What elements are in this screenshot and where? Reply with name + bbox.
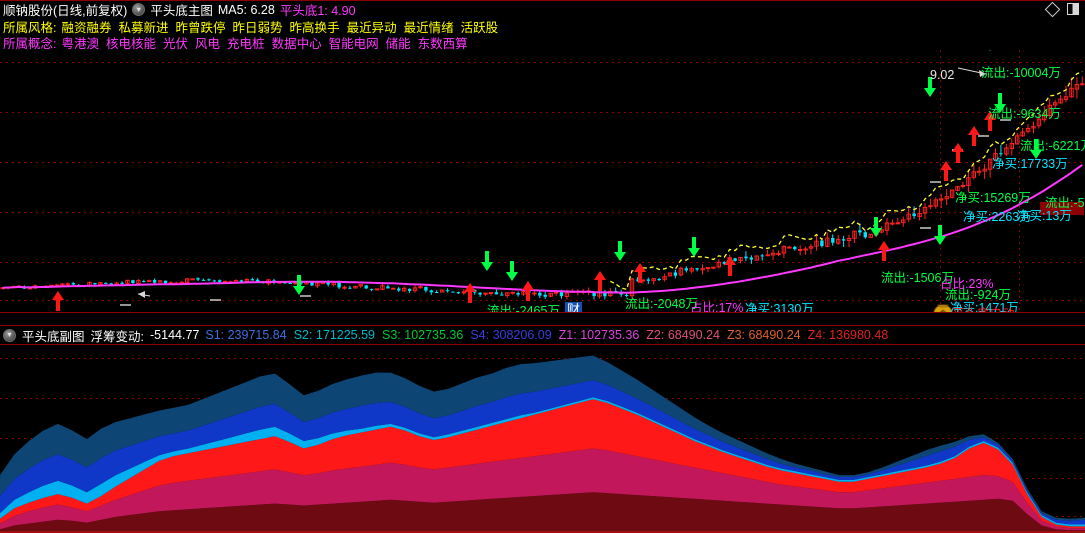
series-legend-s4: S4: 308206.09 — [470, 328, 552, 342]
concept-tag-row: 所属概念: 粤港澳 核电核能 光伏 风电 充电桩 数据中心 智能电网 储能 东数… — [0, 34, 475, 51]
sub-gridline — [0, 358, 1085, 359]
float-chips-area-chart[interactable] — [0, 346, 1085, 533]
main-chart-header: 顺钠股份(日线,前复权) ▾ 平头底主图 MA5: 6.28 平头底1: 4.9… — [0, 1, 356, 19]
concept-tag-item[interactable]: 东数西算 — [417, 36, 468, 51]
stock-title: 顺钠股份(日线,前复权) — [3, 4, 128, 18]
cai-watermark: 财 — [565, 302, 582, 312]
pane-divider-top — [0, 312, 1085, 313]
price-axis-label: 9.02 — [930, 68, 955, 82]
main-indicator-name[interactable]: 平头底主图 — [150, 4, 213, 18]
flow-annotation: 流出:-1506万 — [881, 271, 954, 285]
series-legend-s1: S1: 239715.84 — [205, 328, 287, 342]
main-price-chart[interactable]: 财 $ 净买:500万占比:18%2.98流出:-746万占比:24%占比:17… — [0, 50, 1085, 312]
header-icon-group — [1044, 1, 1079, 17]
style-tag-item[interactable]: 昨日弱势 — [232, 20, 283, 35]
concept-tag-item[interactable]: 光伏 — [163, 36, 189, 51]
svg-text:$: $ — [940, 309, 947, 312]
flow-annotation: 流出:-2465万 — [487, 304, 560, 312]
chevron-down-circle-icon[interactable]: ▾ — [132, 3, 146, 16]
sub-series-legend: S1: 239715.84 S2: 171225.59 S3: 102735.36 S… — [205, 328, 888, 342]
concept-tag-item[interactable]: 风电 — [195, 36, 221, 51]
flow-annotation: 流出:-9634万 — [988, 107, 1061, 121]
float-change-value: -5144.77 — [150, 328, 200, 342]
money-bag-icon: $ — [933, 304, 953, 312]
style-tag-item[interactable]: 活跃股 — [460, 20, 499, 35]
gridline — [0, 62, 1085, 63]
float-change-label: 浮筹变动: — [90, 329, 144, 344]
gridline — [0, 162, 1085, 163]
flow-annotation: 流出:-5 — [1045, 196, 1085, 210]
window-bottom-divider — [0, 531, 1085, 533]
flow-annotation: 净买:13万 — [1017, 209, 1072, 223]
gridline — [0, 300, 1085, 301]
style-tag-row: 所属风格: 融资融券 私募新进 昨曾跌停 昨日弱势 昨高换手 最近异动 最近情绪… — [0, 18, 505, 35]
split-panel-icon[interactable] — [1067, 3, 1079, 15]
style-tag-label: 所属风格: — [3, 20, 57, 35]
series-legend-z1: Z1: 102735.36 — [558, 328, 640, 342]
gridline — [0, 212, 1085, 213]
diamond-icon[interactable] — [1044, 1, 1061, 17]
ma5-value: MA5: 6.28 — [217, 2, 275, 17]
style-tag-item[interactable]: 昨高换手 — [289, 20, 340, 35]
stacked-area-plot — [0, 355, 1085, 533]
flow-annotation: 流出:-6221万 — [1020, 139, 1085, 153]
concept-tag-item[interactable]: 智能电网 — [328, 36, 379, 51]
flow-annotation: 净买:1471万 — [950, 301, 1019, 312]
gridline-vertical — [1019, 50, 1020, 312]
series-legend-z2: Z2: 68490.24 — [646, 328, 720, 342]
flow-annotation: 流出:-924万 — [945, 288, 1011, 302]
style-tag-item[interactable]: 最近情绪 — [403, 20, 454, 35]
gridline — [0, 262, 1085, 263]
style-tag-item[interactable]: 昨曾跌停 — [175, 20, 226, 35]
chevron-down-circle-icon[interactable]: ▾ — [3, 328, 16, 342]
flow-annotation: 净买:2263万 — [963, 210, 1032, 224]
concept-tag-item[interactable]: 核电核能 — [106, 36, 157, 51]
sub-indicator-name[interactable]: 平头底副图 — [22, 329, 85, 344]
style-tag-item[interactable]: 融资融券 — [61, 20, 112, 35]
series-legend-s3: S3: 102735.36 — [382, 328, 464, 342]
concept-tag-item[interactable]: 粤港澳 — [61, 36, 99, 51]
flow-annotation: 净买:17733万 — [992, 157, 1068, 171]
style-tag-item[interactable]: 最近异动 — [346, 20, 397, 35]
series-legend-s2: S2: 171225.59 — [293, 328, 376, 342]
candlestick-plot — [0, 50, 1085, 311]
concept-tag-item[interactable]: 储能 — [385, 36, 411, 51]
flow-annotation: 流出:-2048万 — [625, 297, 698, 311]
series-legend-z3: Z3: 68490.24 — [726, 328, 801, 342]
sub-chart-header: ▾ 平头底副图 浮筹变动: -5144.77 S1: 239715.84 S2: … — [0, 326, 1085, 344]
gridline-vertical — [940, 50, 941, 312]
window-top-divider — [0, 0, 1085, 1]
flow-annotation: 占比:23% — [940, 277, 994, 291]
concept-tag-item[interactable]: 充电桩 — [227, 36, 265, 51]
flow-annotation: 净买:3130万 — [745, 302, 814, 312]
style-tag-item[interactable]: 私募新进 — [118, 20, 169, 35]
pane-divider-bottom — [0, 344, 1085, 345]
pane-divider-mid — [0, 325, 1085, 326]
flow-annotation: 平头底启动 — [952, 308, 1015, 312]
flow-annotation: 流出:-10004万 — [981, 66, 1061, 80]
pingtoudi1-value: 平头底1: 4.90 — [279, 4, 356, 18]
concept-tag-label: 所属概念: — [3, 36, 57, 51]
gridline — [0, 112, 1085, 113]
series-legend-z4: Z4: 136980.48 — [807, 328, 889, 342]
concept-tag-item[interactable]: 数据中心 — [271, 36, 322, 51]
flow-annotation: 占比:17% — [690, 301, 744, 312]
flow-annotation: 净买:15269万 — [955, 191, 1031, 205]
